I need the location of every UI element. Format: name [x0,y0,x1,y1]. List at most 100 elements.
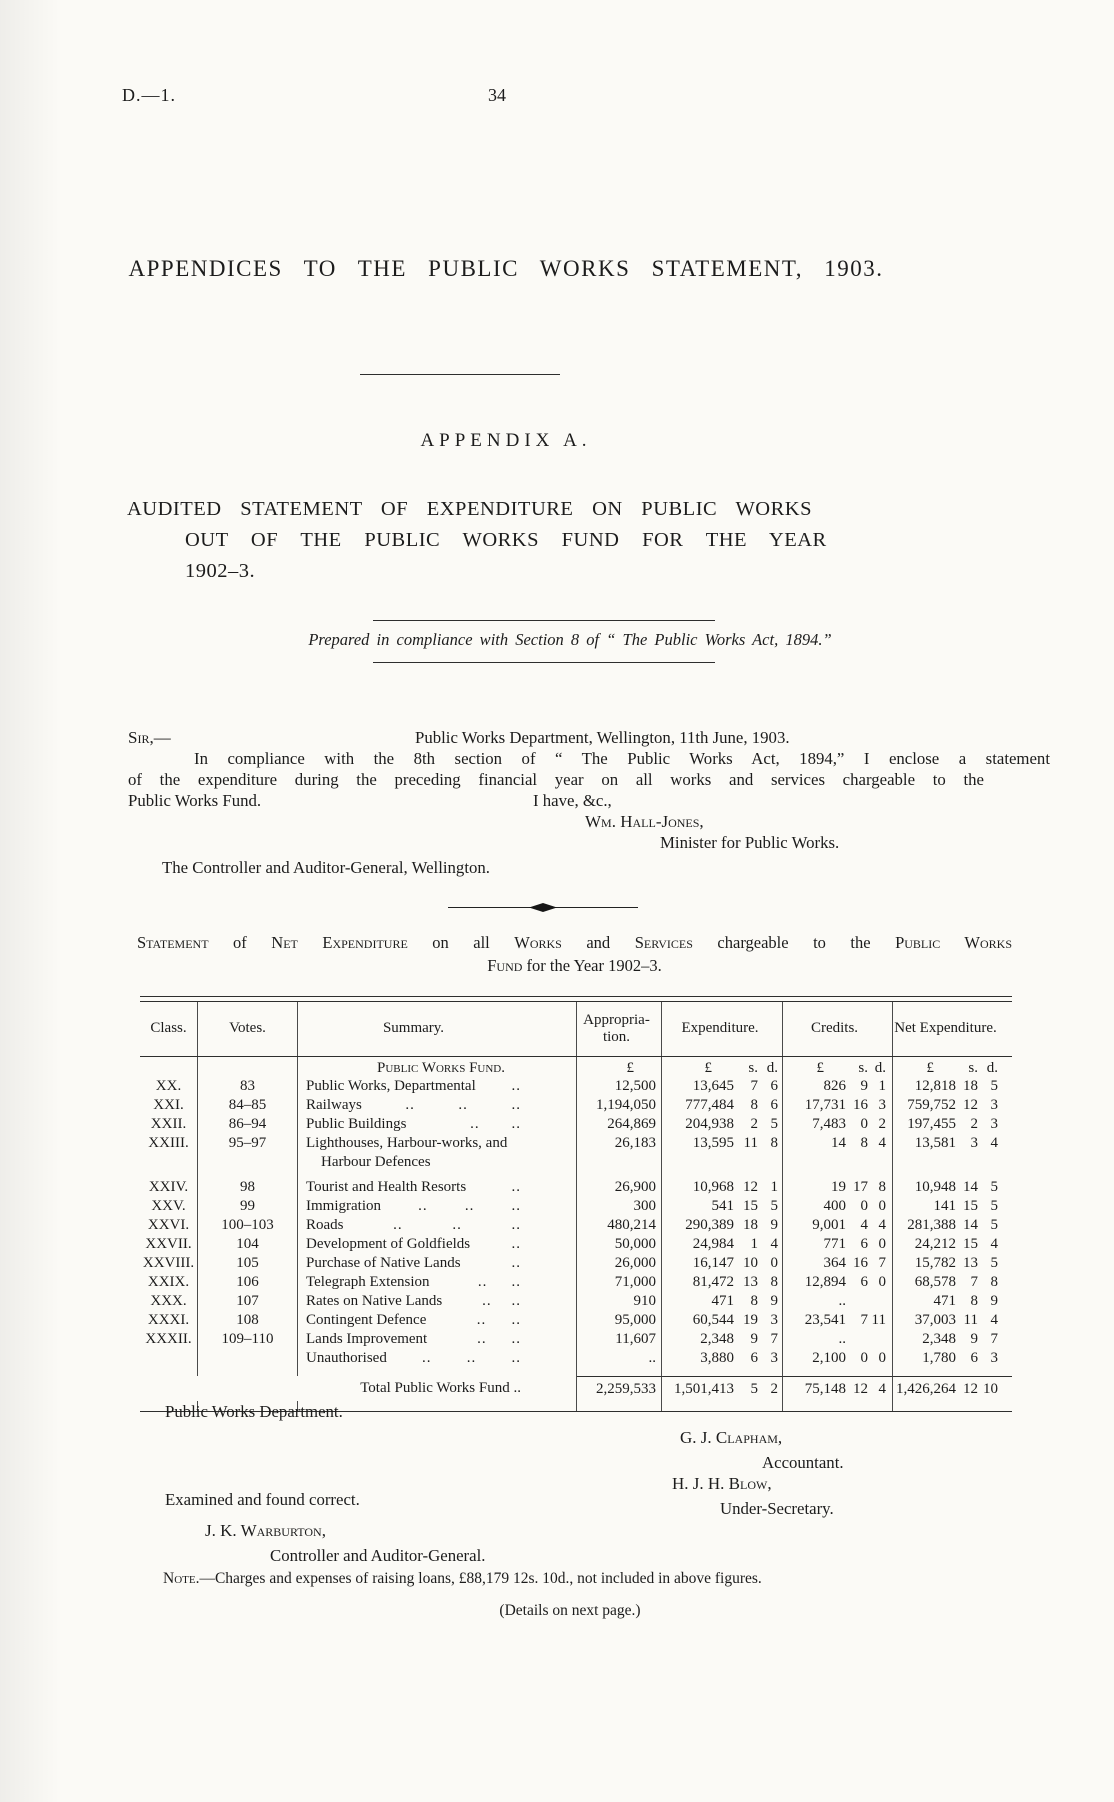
letter-body-line3: Public Works Fund. I have, &c., [128,790,1012,811]
amount-pence: 0 [878,1349,887,1366]
amount-pence: 9 [770,1292,779,1309]
amount-pence: 3 [878,1096,887,1113]
leader-dots: .. [511,1216,521,1233]
audited-title-line1: AUDITED STATEMENT OF EXPENDITURE ON PUBL… [127,498,812,520]
amount-shillings: 1 [750,1235,759,1252]
page-number: 34 [488,85,506,105]
letter-first-line: Sir,— Public Works Department, Wellingto… [128,727,1012,748]
header-votes: Votes. [198,1001,298,1056]
compliance-line: Prepared in compliance with Section 8 of… [308,630,832,649]
scan-gutter-shadow [0,0,60,1802]
votes-cell: 107 [198,1291,298,1311]
audited-statement-title: AUDITED STATEMENT OF EXPENDITURE ON PUBL… [127,494,907,587]
leader-dots: .. [470,1115,480,1132]
amount-pence: 1 [770,1178,779,1195]
heading-segment: Public Works [895,933,1013,952]
document-reference: D.—1. [122,85,176,105]
votes-cell: 83 [198,1076,298,1096]
pence-label: d. [766,1059,778,1076]
table-row: XXXI. 108 Contingent Defence.... 95,000 … [140,1310,1012,1330]
amount-pounds: 26,000 [614,1254,656,1271]
amount-pence: 3 [990,1115,999,1132]
amount-pounds: 3,880 [700,1349,734,1366]
table-row: XXXII. 109–110 Lands Improvement.... 11,… [140,1329,1012,1349]
undersecretary-signature-name: H. J. H. Blow, [672,1474,772,1493]
credits-cell: 2,100 0 0 [783,1348,893,1368]
amount-pounds: 400 [823,1197,847,1214]
expenditure-cell: 60,544 19 3 [662,1310,783,1330]
empty-cell [662,1400,783,1411]
divider-diamond-icon [529,903,557,912]
heading-segment: Fund [487,956,523,975]
header-net-expenditure: Net Expenditure. [894,1020,997,1036]
amount-pounds: 2,348 [922,1330,956,1347]
section-label-cell: Public Works Fund. [298,1056,577,1077]
amount-pounds: .. [838,1292,847,1309]
empty-cell [140,1400,198,1411]
net-expenditure-cell: 471 8 9 [893,1292,1012,1311]
leader-dots: .. [511,1254,521,1271]
expenditure-cell: 81,472 13 8 [662,1272,783,1292]
net-expenditure-cell: 10,948 14 5 [893,1172,1012,1197]
total-row: Total Public Works Fund .. 2,259,533 1,5… [140,1375,1012,1401]
credits-cell: 17,731 16 3 [783,1095,893,1115]
amount-pence: 4 [990,1134,999,1151]
net-expenditure-cell: 24,212 15 4 [893,1235,1012,1254]
statement-heading: Statement of Net Expenditure on all Work… [137,931,1012,977]
summary-cell: Tourist and Health Resorts.. [298,1171,577,1197]
net-expenditure-cell: 15,782 13 5 [893,1254,1012,1273]
amount-shillings: 7 [750,1077,759,1094]
appropriation-cell: 71,000 [577,1272,662,1292]
class-cell: XX. [140,1076,198,1096]
amount-pence: 5 [990,1197,999,1214]
amount-pence: 5 [990,1216,999,1233]
class-cell [140,1348,198,1368]
empty-cell [893,1401,1012,1411]
amount-shillings: 12 [963,1096,978,1113]
table-row: XXVI. 100–103 Roads...... 480,214 290,38… [140,1215,1012,1235]
header-summary: Summary. [298,1001,577,1056]
heading-segment: Net Expenditure [271,933,408,952]
class-cell: XXX. [140,1291,198,1311]
summary-text: Public Works, Departmental [306,1077,476,1094]
header-credits: Credits. [783,1001,893,1056]
table-row: XXI. 84–85 Railways...... 1,194,050 777,… [140,1095,1012,1115]
amount-pounds: 13,645 [692,1077,734,1094]
credits-cell: 7,483 0 2 [783,1114,893,1134]
currency-expenditure: £ s. d. [662,1056,783,1077]
amount-shillings: 17 [853,1178,868,1195]
amount-pounds: 15,782 [914,1254,956,1271]
amount-pounds: 19 [831,1178,846,1195]
votes-cell: 95–97 [198,1133,298,1172]
leader-dots: .. [511,1096,521,1113]
amount-shillings: 12 [853,1380,868,1397]
header-expenditure: Expenditure. [662,1001,783,1056]
amount-pence: 10 [983,1380,998,1397]
amount-pence: 3 [770,1311,779,1328]
expenditure-cell: 13,595 11 8 [662,1133,783,1172]
summary-text: Development of Goldfields [306,1235,471,1252]
loans-note: Note.—Charges and expenses of raising lo… [163,1570,762,1588]
class-cell: XXVIII. [140,1253,198,1273]
leader-dots: .. [458,1096,468,1113]
amount-shillings: 14 [963,1216,978,1233]
leader-dots: .. [511,1311,521,1328]
pound-sign: £ [816,1059,825,1076]
amount-pounds: 11,607 [615,1330,656,1347]
heading-segment: chargeable to the [692,933,896,952]
empty-cell [298,1400,577,1411]
addressee: The Controller and Auditor-General, Well… [162,858,490,877]
amount-pence [868,1330,886,1349]
amount-pounds: 37,003 [914,1311,956,1328]
class-cell: XXIII. [140,1133,198,1172]
summary-cell: Unauthorised...... [298,1348,577,1368]
leader-dots: .. [511,1235,521,1252]
amount-pounds: 16,147 [692,1254,734,1271]
empty-cell [662,1367,783,1376]
amount-pence: 3 [770,1349,779,1366]
summary-text: Unauthorised [306,1349,387,1366]
amount-shillings: 4 [860,1216,869,1233]
amount-pence: 0 [878,1197,887,1214]
amount-pence: 8 [990,1273,999,1290]
table-row: Unauthorised...... .. 3,880 6 3 2,100 0 0 1,… [140,1348,1012,1368]
